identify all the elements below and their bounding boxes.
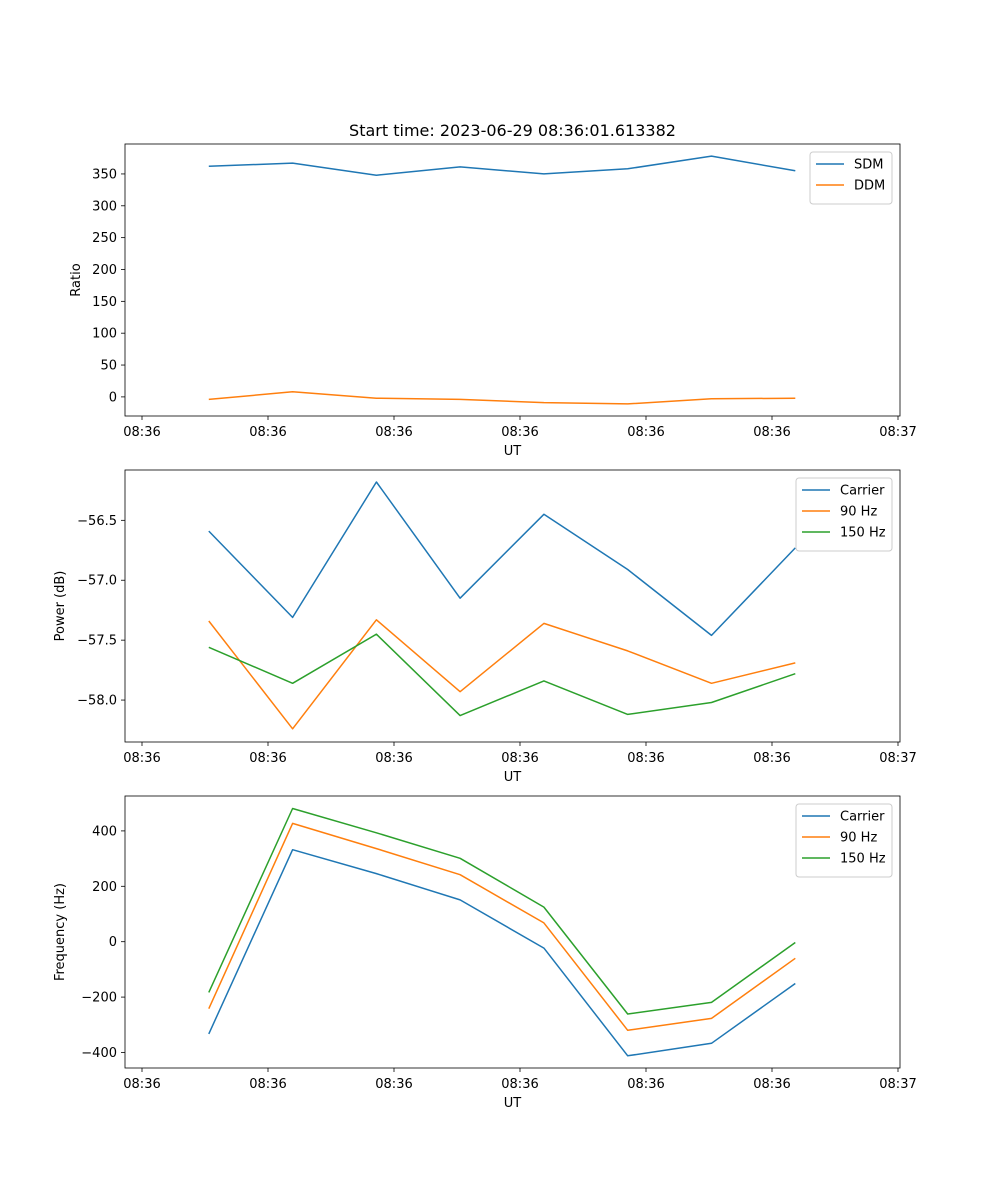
axes-frame xyxy=(124,795,901,1069)
x-axis-label: UT xyxy=(504,444,522,459)
x-tick-label: 08:36 xyxy=(753,425,790,440)
x-tick-label: 08:37 xyxy=(879,425,916,440)
x-tick-label: 08:36 xyxy=(501,751,538,766)
legend: Carrier 90 Hz 150 Hz xyxy=(795,477,893,552)
x-tick-label: 08:36 xyxy=(123,1077,160,1092)
x-tick-label: 08:36 xyxy=(123,425,160,440)
legend: SDM DDM xyxy=(809,151,893,205)
y-tick-label: −56.5 xyxy=(77,514,117,529)
chart-title: Start time: 2023-06-29 08:36:01.613382 xyxy=(349,121,676,140)
y-tick-label: 50 xyxy=(100,359,117,374)
axes-frame xyxy=(124,143,901,417)
y-tick-label: 400 xyxy=(92,824,117,839)
x-tick-label: 08:37 xyxy=(879,1077,916,1092)
y-tick-label: 300 xyxy=(92,199,117,214)
y-tick-label: −57.0 xyxy=(77,574,117,589)
y-tick-label: 200 xyxy=(92,263,117,278)
legend-box xyxy=(809,151,893,205)
x-tick-label: 08:36 xyxy=(627,1077,664,1092)
legend-label: Carrier xyxy=(840,484,885,499)
legend-label: Carrier xyxy=(840,810,885,825)
series-line-ddm xyxy=(208,391,796,405)
y-axis-label: Ratio xyxy=(69,263,84,296)
y-tick-label: 250 xyxy=(92,231,117,246)
series-line-sdm xyxy=(208,155,796,176)
x-tick-label: 08:36 xyxy=(375,1077,412,1092)
y-tick-label: 350 xyxy=(92,167,117,182)
legend-label: 90 Hz xyxy=(840,505,877,520)
series-line-150-hz xyxy=(208,633,796,717)
y-tick-label: −400 xyxy=(81,1046,117,1061)
series-line-carrier xyxy=(208,481,796,637)
x-tick-label: 08:36 xyxy=(753,1077,790,1092)
x-tick-label: 08:36 xyxy=(753,751,790,766)
y-tick-label: −57.5 xyxy=(77,634,117,649)
y-tick-label: 150 xyxy=(92,295,117,310)
chart-panel-1: Start time: 2023-06-29 08:36:01.613382 08… xyxy=(69,121,917,459)
x-tick-label: 08:36 xyxy=(249,751,286,766)
y-axis-label: Frequency (Hz) xyxy=(53,883,68,981)
legend-label: 90 Hz xyxy=(840,831,877,846)
y-tick-label: 0 xyxy=(109,935,117,950)
series-line-90-hz xyxy=(208,822,796,1032)
x-tick-label: 08:36 xyxy=(375,751,412,766)
y-tick-label: 0 xyxy=(109,390,117,405)
series-line-carrier xyxy=(208,848,796,1057)
axes-frame xyxy=(124,469,901,743)
x-tick-label: 08:36 xyxy=(249,1077,286,1092)
y-tick-label: −200 xyxy=(81,991,117,1006)
x-axis-label: UT xyxy=(504,1096,522,1111)
legend-label: DDM xyxy=(854,179,885,194)
chart-panel-3: 08:36 08:36 08:36 08:36 08:36 08:36 08:37 −400 −… xyxy=(53,795,917,1111)
y-tick-label: −58.0 xyxy=(77,694,117,709)
x-tick-label: 08:36 xyxy=(123,751,160,766)
x-tick-label: 08:36 xyxy=(501,425,538,440)
x-axis-label: UT xyxy=(504,770,522,785)
legend-label: 150 Hz xyxy=(840,852,886,867)
x-tick-label: 08:36 xyxy=(501,1077,538,1092)
x-tick-label: 08:36 xyxy=(627,751,664,766)
x-tick-label: 08:36 xyxy=(375,425,412,440)
legend: Carrier 90 Hz 150 Hz xyxy=(795,803,893,878)
legend-label: SDM xyxy=(854,158,883,173)
series-line-90-hz xyxy=(208,619,796,730)
x-tick-label: 08:37 xyxy=(879,751,916,766)
x-tick-label: 08:36 xyxy=(627,425,664,440)
y-tick-label: 200 xyxy=(92,880,117,895)
y-axis-label: Power (dB) xyxy=(53,571,68,642)
chart-panel-2: 08:36 08:36 08:36 08:36 08:36 08:36 08:37 −58.0… xyxy=(53,469,917,785)
legend-label: 150 Hz xyxy=(840,526,886,541)
y-tick-label: 100 xyxy=(92,327,117,342)
series-line-150-hz xyxy=(208,807,796,1015)
x-tick-label: 08:36 xyxy=(249,425,286,440)
